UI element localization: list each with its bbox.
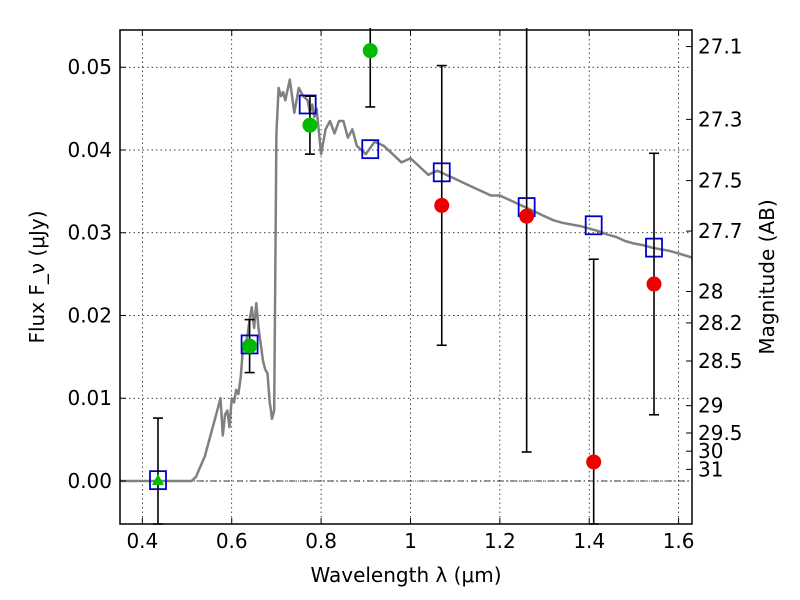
y2-axis-label: Magnitude (AB) [755,199,779,354]
y-tick-label: 0.00 [67,469,112,493]
x-tick-label: 1.2 [484,529,516,553]
observed-flux-marker [586,454,602,470]
data-series [120,28,693,525]
observed-flux-marker [151,473,164,485]
y2-tick-label: 30 [698,439,723,463]
y2-tick-label: 29.5 [698,421,743,445]
observed-flux-marker [434,197,450,213]
y2-tick-label: 27.7 [698,219,743,243]
plot-frame [119,29,693,525]
x-axis-label: Wavelength λ (μm) [310,563,501,587]
y2-tick-label: 28.5 [698,349,743,373]
y2-tick-label: 29 [698,394,723,418]
x-tick-label: 1 [404,529,417,553]
y-tick-label: 0.03 [67,221,112,245]
y2-tick-label: 31 [698,457,723,481]
observed-flux-marker [362,43,378,59]
y-axis-label: Flux F_ν (μJy) [25,210,49,343]
axis-labels: Wavelength λ (μm) Flux F_ν (μJy) Magnitu… [25,199,779,587]
x-tick-label: 1.4 [573,529,605,553]
x-tick-label: 0.4 [126,529,158,553]
x-tick-label: 0.6 [216,529,248,553]
y2-tick-label: 28.2 [698,311,743,335]
y-tick-label: 0.02 [67,303,112,327]
model-flux-square [584,215,603,236]
y-tick-label: 0.05 [67,55,112,79]
observed-flux-marker [302,117,318,133]
y2-tick-label: 28 [698,279,723,303]
template-spectrum-line [120,78,693,483]
y-axis-ticks: 0.00 0.01 0.02 0.03 0.04 0.05 [67,55,126,493]
y-tick-label: 0.04 [67,138,112,162]
x-tick-label: 0.8 [305,529,337,553]
observed-flux-marker [242,338,258,354]
y-tick-label: 0.01 [67,386,112,410]
y2-tick-label: 27.5 [698,169,743,193]
model-flux-square [361,139,380,160]
y2-tick-label: 27.1 [698,35,743,59]
observed-flux-marker [646,276,662,292]
x-axis-ticks: 0.4 0.6 0.8 1 1.2 1.4 1.6 [126,30,695,553]
y2-tick-label: 27.3 [698,107,743,131]
observed-flux-marker [519,208,535,224]
x-tick-label: 1.6 [663,529,695,553]
